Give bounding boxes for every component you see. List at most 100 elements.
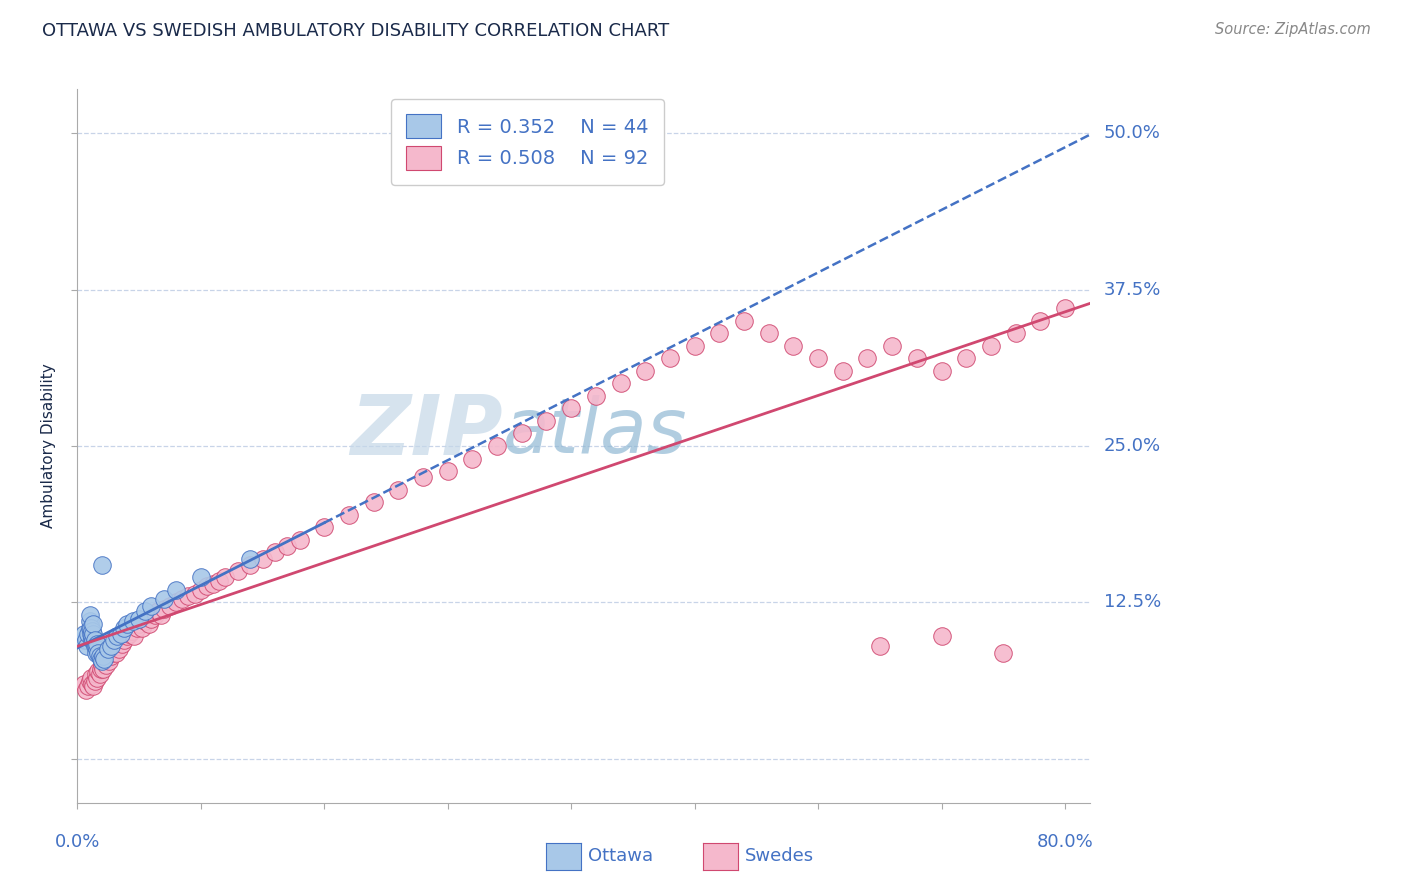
Point [112,621,135,635]
Point [112,633,135,648]
Point [76,640,98,654]
Point [103,641,125,656]
Point [93,654,115,668]
Point [134,604,156,618]
Point [141,612,163,626]
Point [733,314,755,328]
Point [683,339,706,353]
Point [141,599,163,614]
Point [100,649,122,664]
Point [82,633,104,648]
Point [387,483,409,497]
Point [82,629,104,643]
Point [80,627,103,641]
Point [195,579,218,593]
Point [82,679,104,693]
Point [510,426,533,441]
Text: Source: ZipAtlas.com: Source: ZipAtlas.com [1215,22,1371,37]
Point [97,649,120,664]
Point [152,601,174,615]
Point [75,633,97,648]
Point [91,662,114,676]
Point [337,508,360,522]
Point [82,624,104,639]
Point [314,520,336,534]
Point [239,558,262,572]
Point [807,351,830,366]
Text: atlas: atlas [502,395,688,468]
Point [931,629,953,643]
Y-axis label: Ambulatory Disability: Ambulatory Disability [41,364,56,528]
Point [461,451,484,466]
Point [97,641,120,656]
Point [80,621,103,635]
Point [905,351,928,366]
Text: OTTAWA VS SWEDISH AMBULATORY DISABILITY CORRELATION CHART: OTTAWA VS SWEDISH AMBULATORY DISABILITY … [42,22,669,40]
Point [869,640,891,654]
Point [1029,314,1052,328]
Point [1053,301,1076,316]
Point [202,576,225,591]
Point [125,621,148,635]
Point [83,674,105,689]
Point [146,604,169,618]
Point [190,570,212,584]
Point [831,364,853,378]
Point [118,627,141,641]
Point [93,652,115,666]
Point [80,671,103,685]
Point [263,545,285,559]
Text: 37.5%: 37.5% [1104,280,1161,299]
Point [108,641,131,656]
Point [709,326,731,341]
Point [183,587,205,601]
Point [84,646,107,660]
Text: 25.0%: 25.0% [1104,437,1161,455]
Point [79,607,101,622]
Point [560,401,582,416]
Point [79,614,101,628]
Point [84,666,107,681]
Point [536,414,558,428]
Point [72,627,94,641]
Point [83,640,105,654]
Point [91,649,114,664]
Text: 50.0%: 50.0% [1104,124,1160,142]
Point [131,621,153,635]
Point [955,351,977,366]
Point [89,666,111,681]
Point [276,539,298,553]
Point [931,364,953,378]
Point [82,616,104,631]
Point [122,614,145,628]
Point [486,439,509,453]
Point [82,677,104,691]
Point [165,582,187,597]
Point [104,646,127,660]
Point [172,591,194,606]
Point [115,616,138,631]
Point [82,633,104,648]
Point [658,351,681,366]
Point [585,389,607,403]
Point [165,595,187,609]
Point [226,564,249,578]
Point [86,641,108,656]
Point [993,646,1015,660]
Point [882,339,904,353]
Point [82,627,104,641]
Point [288,533,311,547]
Point [782,339,804,353]
Point [72,677,94,691]
Point [152,591,174,606]
Point [190,582,212,597]
Point [87,665,110,679]
Point [138,616,160,631]
Point [363,495,385,509]
Point [86,637,108,651]
Point [122,629,145,643]
Point [87,646,110,660]
Point [90,662,112,676]
Point [115,629,138,643]
Point [83,633,105,648]
